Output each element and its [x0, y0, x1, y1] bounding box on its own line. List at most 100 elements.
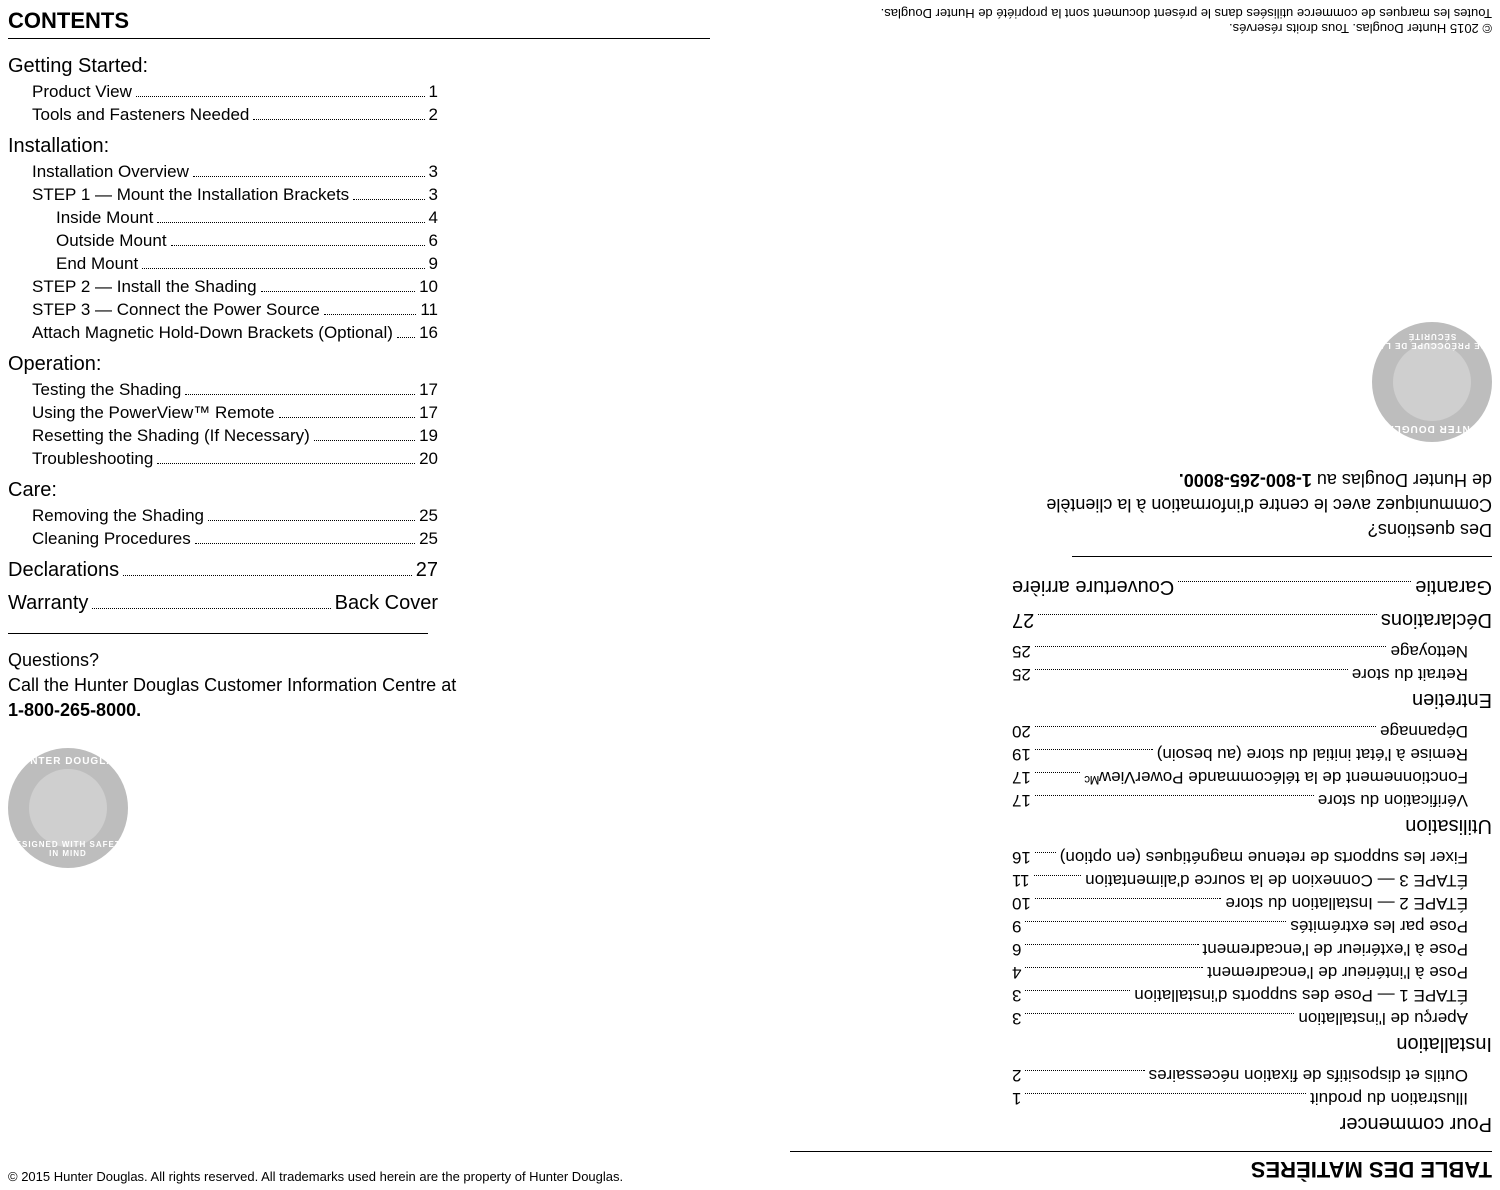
toc-label: Nettoyage [1391, 641, 1469, 661]
toc-label: Testing the Shading [32, 380, 181, 400]
toc-page: 4 [1012, 962, 1021, 982]
toc-label: Retrait du store [1352, 664, 1468, 684]
toc-dots [1035, 898, 1222, 899]
section-utilisation: Utilisation [1012, 814, 1492, 837]
toc-entry: Fonctionnement de la télécommande PowerV… [1012, 767, 1492, 787]
toc-page: 3 [429, 185, 438, 205]
toc-label: Removing the Shading [32, 506, 204, 526]
toc-dots [1035, 772, 1080, 773]
page: CONTENTS Getting Started: Product View 1 … [0, 0, 1500, 1190]
badge-inner-icon [29, 769, 107, 847]
toc-dots [397, 337, 415, 338]
copyright-fr-line1: © 2015 Hunter Douglas. Tous droits réser… [881, 21, 1492, 36]
toc-page: 11 [1012, 870, 1030, 890]
toc-entry: Removing the Shading 25 [8, 506, 438, 526]
toc-page: 9 [429, 254, 438, 274]
questions-body2-text: de Hunter Douglas au [1312, 470, 1492, 490]
toc-entry: Pose par les extrémités 9 [1012, 916, 1492, 936]
toc-dots [123, 575, 412, 576]
toc-dots [1035, 852, 1056, 853]
toc-label: Tools and Fasteners Needed [32, 105, 249, 125]
toc-dots [353, 199, 424, 200]
toc-page: 17 [1012, 790, 1031, 810]
toc-entry: Aperçu de l'installation 3 [1012, 1008, 1492, 1028]
toc-label: Troubleshooting [32, 449, 153, 469]
toc-label: Aperçu de l'installation [1298, 1008, 1468, 1028]
toc-page: 10 [419, 277, 438, 297]
toc-label: Warranty [8, 592, 88, 615]
toc-page: 9 [1012, 916, 1021, 936]
safety-badge-icon-fr: HUNTER DOUGLAS SE PRÉOCCUPE DE LA SÉCURI… [1372, 322, 1492, 442]
toc-entry: Tools and Fasteners Needed2 [8, 105, 438, 125]
toc-garantie-fr: GarantieCouverture arrière [1012, 575, 1492, 598]
toc-entry: ÉTAPE 2 — Installation du store10 [1012, 893, 1492, 913]
toc-page: 4 [429, 208, 438, 228]
toc-page: 25 [1012, 641, 1031, 661]
toc-label: Remise à l'état initial du store (au bes… [1157, 744, 1468, 764]
toc-entry: Illustration du produit1 [1012, 1088, 1492, 1108]
toc-entry: Retrait du store 25 [1012, 664, 1492, 684]
toc-label: Pose par les extrémités [1290, 916, 1468, 936]
toc-page: 17 [419, 403, 438, 423]
toc-entry: Installation Overview3 [8, 162, 438, 182]
toc-page: 6 [1012, 939, 1021, 959]
questions-body-fr: Communiquez avec le centre d'information… [790, 492, 1492, 517]
toc-label: Pose à l'intérieur de l'encadrement [1207, 962, 1468, 982]
toc-entry: Remise à l'état initial du store (au bes… [1012, 744, 1492, 764]
toc-dots [1025, 990, 1130, 991]
toc-dots [1035, 646, 1387, 647]
toc-entry: Troubleshooting 20 [8, 449, 438, 469]
questions-block: Questions? Call the Hunter Douglas Custo… [8, 648, 710, 724]
toc-page: 3 [1012, 1008, 1021, 1028]
toc-label: ÉTAPE 1 — Pose des supports d'installati… [1134, 985, 1468, 1005]
toc-entry: Nettoyage 25 [1012, 641, 1492, 661]
toc-entry: Attach Magnetic Hold-Down Brackets (Opti… [8, 323, 438, 343]
toc-page: Couverture arrière [1012, 575, 1174, 598]
toc-dots [1035, 726, 1376, 727]
questions-title-fr: Des questions? [790, 517, 1492, 542]
toc-entry: Resetting the Shading (If Necessary)19 [8, 426, 438, 446]
section-operation: Operation: [8, 353, 438, 376]
badge-inner-icon-fr [1393, 343, 1471, 421]
toc-dots [314, 440, 415, 441]
divider [8, 633, 428, 634]
toc-dots [1035, 669, 1348, 670]
toc-dots [1025, 1070, 1144, 1071]
toc-label: Installation Overview [32, 162, 189, 182]
toc-entry: Outside Mount6 [8, 231, 438, 251]
toc-label: Product View [32, 82, 132, 102]
toc-page: Back Cover [335, 592, 438, 615]
contents-title: CONTENTS [8, 8, 710, 39]
toc-dots [195, 543, 415, 544]
toc-page: 16 [1012, 847, 1031, 867]
toc-english: Getting Started: Product View 1 Tools and… [8, 55, 438, 615]
questions-body: Call the Hunter Douglas Customer Informa… [8, 673, 710, 698]
toc-dots [1025, 1093, 1306, 1094]
toc-page: 10 [1012, 893, 1031, 913]
badge-top-text: HUNTER DOUGLAS [8, 756, 128, 767]
toc-page: 25 [419, 506, 438, 526]
toc-dots [1025, 921, 1286, 922]
toc-page: 25 [1012, 664, 1031, 684]
toc-dots [1025, 1013, 1294, 1014]
divider-fr [1072, 556, 1492, 557]
section-getting-started: Getting Started: [8, 55, 438, 78]
toc-dots [142, 268, 424, 269]
toc-entry: Dépannage20 [1012, 721, 1492, 741]
toc-dots [171, 245, 425, 246]
toc-label: Pose à l'extérieur de l'encadrement [1203, 939, 1468, 959]
toc-entry: Pose à l'intérieur de l'encadrement 4 [1012, 962, 1492, 982]
toc-warranty: Warranty Back Cover [8, 592, 438, 615]
badge-bottom-text: DESIGNED WITH SAFETY IN MIND [8, 840, 128, 858]
questions-phone: 1-800-265-8000. [8, 698, 710, 723]
toc-label: Fonctionnement de la télécommande PowerV… [1084, 767, 1468, 787]
questions-title: Questions? [8, 648, 710, 673]
toc-dots [92, 608, 330, 609]
toc-page: 20 [419, 449, 438, 469]
toc-page: 6 [429, 231, 438, 251]
toc-dots [253, 119, 424, 120]
toc-page: 1 [429, 82, 438, 102]
toc-page: 3 [1012, 985, 1021, 1005]
toc-entry: Testing the Shading17 [8, 380, 438, 400]
questions-block-fr: Des questions? Communiquez avec le centr… [790, 466, 1492, 542]
